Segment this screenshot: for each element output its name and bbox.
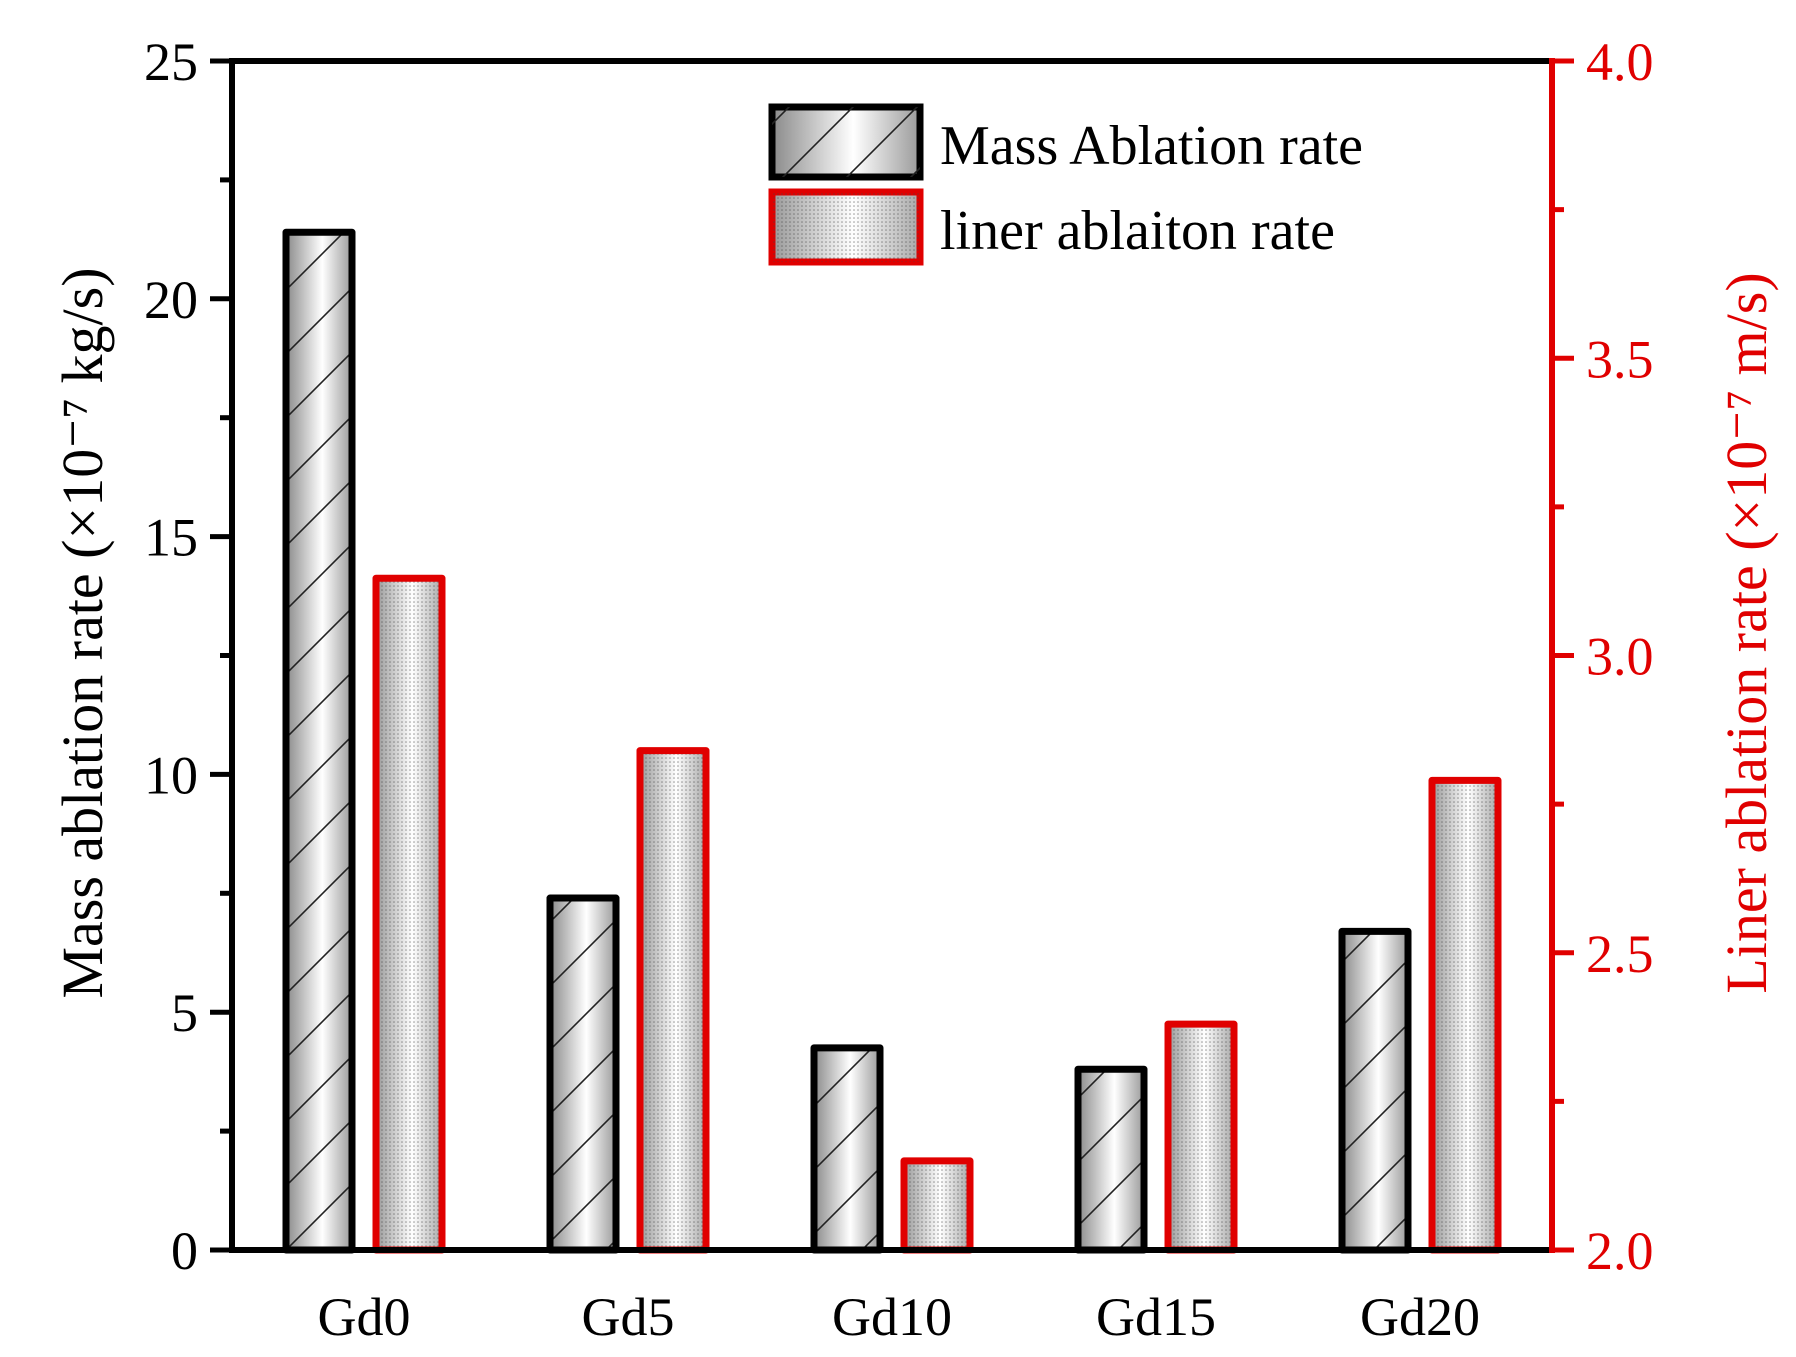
legend-item-mass: Mass Ablation rate xyxy=(768,103,1363,181)
legend-swatch-liner-dots xyxy=(772,192,920,262)
bar-outline-mass-gd20 xyxy=(1338,927,1412,1254)
y-right-tick-label: 4.0 xyxy=(1586,32,1654,92)
bar-outline-liner-gd20 xyxy=(1428,776,1502,1254)
x-tick-label: Gd10 xyxy=(832,1287,952,1347)
legend-label-mass: Mass Ablation rate xyxy=(940,115,1363,177)
y-left-tick-label: 25 xyxy=(144,32,198,92)
legend-swatch-mass-hatch xyxy=(772,107,920,177)
y-left-tick-label: 15 xyxy=(144,508,198,568)
labels-layer: Gd0 Gd5 Gd10 Gd15 Gd20 0 5 10 15 20 25 2.0 2.5 3.0 3.5… xyxy=(144,32,1654,1347)
y-left-axis-title: Mass ablation rate (×10⁻⁷ kg/s) xyxy=(50,267,115,998)
bar-outline-liner-gd0 xyxy=(372,574,446,1254)
bar-outline-mass-gd0 xyxy=(282,228,356,1254)
y-right-axis-title: Liner ablation rate (×10⁻⁷ m/s) xyxy=(1714,272,1779,993)
x-tick-label: Gd0 xyxy=(318,1287,411,1347)
bar-outline-mass-gd15 xyxy=(1074,1065,1148,1254)
y-left-tick-label: 5 xyxy=(171,983,198,1043)
bar-outline-liner-gd10 xyxy=(900,1157,974,1254)
y-left-tick-label: 10 xyxy=(144,745,198,805)
bar-outline-liner-gd5 xyxy=(636,747,710,1254)
x-tick-label: Gd15 xyxy=(1096,1287,1216,1347)
y-right-tick-label: 2.0 xyxy=(1586,1221,1654,1281)
legend-item-liner: liner ablaiton rate xyxy=(768,188,1335,266)
y-right-tick-label: 3.0 xyxy=(1586,627,1654,687)
x-tick-label: Gd5 xyxy=(582,1287,675,1347)
y-right-tick-label: 3.5 xyxy=(1586,329,1654,389)
legend-label-liner: liner ablaiton rate xyxy=(940,200,1335,262)
y-left-tick-label: 0 xyxy=(171,1221,198,1281)
y-right-tick-label: 2.5 xyxy=(1586,924,1654,984)
bar-outline-mass-gd10 xyxy=(810,1044,884,1254)
axes-layer xyxy=(210,58,1574,1253)
y-left-tick-label: 20 xyxy=(144,270,198,330)
bar-outline-mass-gd5 xyxy=(546,894,620,1254)
bars-layer xyxy=(282,228,1502,1254)
bar-outline-liner-gd15 xyxy=(1164,1020,1238,1254)
legend: Mass Ablation rate liner ablaiton rate xyxy=(768,103,1363,266)
x-tick-label: Gd20 xyxy=(1360,1287,1480,1347)
